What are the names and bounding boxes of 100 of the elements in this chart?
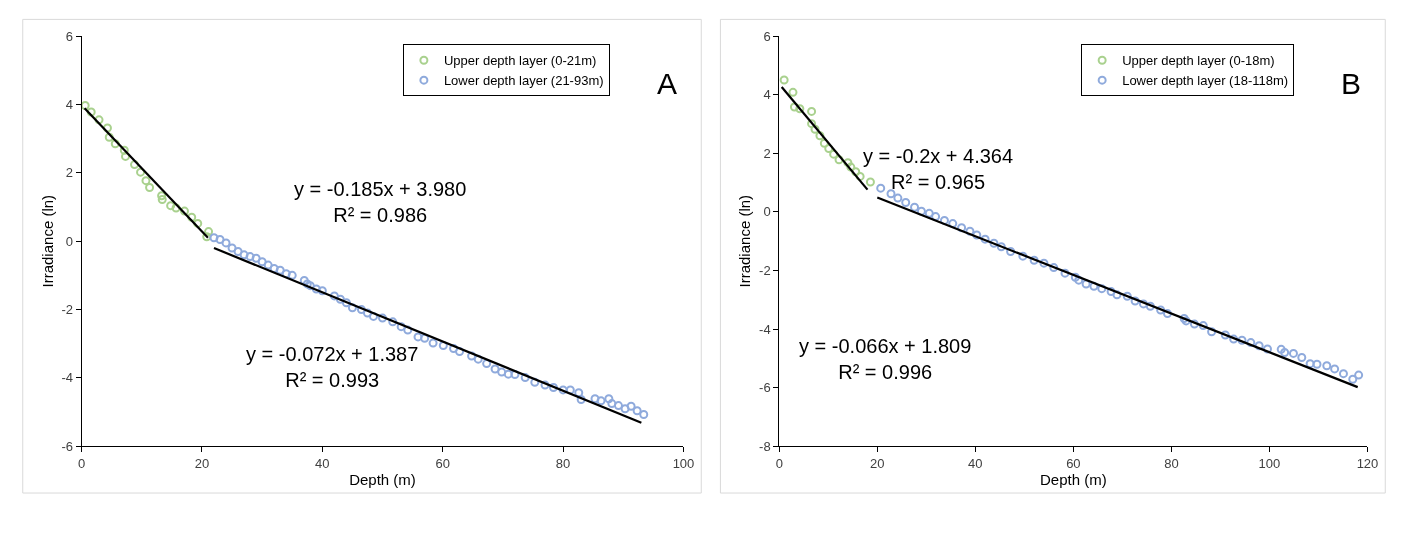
point (843, 158, 853, 168)
y-tick-label: 0 (65, 233, 73, 249)
point (855, 171, 865, 181)
point (576, 394, 586, 404)
x-tick-label: 40 (968, 455, 983, 471)
point (1312, 359, 1322, 369)
point (829, 149, 839, 159)
point (819, 138, 829, 148)
point (221, 238, 231, 248)
point (893, 193, 903, 203)
point (1297, 353, 1307, 363)
point (779, 75, 789, 85)
x-tick-label: 100 (672, 455, 695, 471)
point (520, 373, 530, 383)
y-tick-label: 4 (65, 97, 73, 112)
point (121, 151, 130, 161)
point (980, 234, 990, 244)
point (202, 232, 212, 242)
point (939, 215, 949, 225)
point (141, 176, 151, 186)
point (639, 410, 649, 420)
point (1018, 251, 1028, 261)
point (269, 264, 279, 274)
point (865, 177, 875, 187)
point (482, 359, 492, 369)
point (807, 119, 817, 129)
point (851, 167, 861, 177)
point (263, 260, 273, 270)
point (396, 322, 406, 332)
point (948, 219, 958, 229)
point (1130, 296, 1140, 306)
point (910, 202, 920, 212)
x-tick-label: 100 (1258, 455, 1281, 471)
point (110, 139, 120, 149)
point (257, 257, 267, 267)
x-tick-label: 60 (435, 455, 450, 471)
point (102, 123, 112, 133)
point (1237, 335, 1247, 345)
point (503, 369, 513, 379)
point (362, 308, 372, 318)
point (311, 284, 321, 294)
point (1207, 327, 1217, 337)
point (136, 167, 146, 177)
x-tick-label: 20 (194, 455, 210, 471)
point (1276, 344, 1286, 354)
point (965, 226, 975, 236)
point (341, 298, 351, 308)
annotation: y = -0.066x + 1.809 R² = 0.996 (799, 335, 972, 383)
point (1322, 361, 1332, 371)
point (1254, 341, 1264, 351)
point (996, 242, 1006, 252)
point (179, 206, 189, 216)
point (215, 234, 225, 244)
y-tick-label: 2 (65, 165, 73, 181)
point (989, 238, 999, 248)
point (548, 383, 558, 392)
x-tick-label: 120 (1356, 455, 1379, 471)
point (166, 201, 176, 211)
point (1081, 279, 1091, 289)
point (329, 291, 339, 301)
point (1049, 263, 1059, 273)
point (80, 100, 90, 110)
point (626, 401, 636, 411)
point (356, 305, 366, 315)
point (233, 246, 243, 256)
point (810, 124, 820, 134)
point (299, 276, 309, 285)
point (1354, 370, 1364, 380)
x-tick-label: 40 (315, 455, 330, 471)
point (1156, 305, 1166, 315)
point (931, 212, 941, 222)
point (1138, 299, 1148, 309)
point (388, 317, 398, 327)
point (209, 233, 219, 243)
point (227, 243, 237, 253)
point (886, 189, 896, 199)
point (368, 311, 378, 321)
point (565, 385, 575, 395)
point (1198, 321, 1208, 331)
point (245, 252, 255, 262)
point (287, 270, 297, 280)
point (1330, 364, 1340, 374)
point (239, 250, 249, 260)
point (620, 404, 630, 414)
point (347, 303, 357, 313)
point (876, 183, 886, 193)
point (1145, 301, 1155, 311)
point (1122, 291, 1132, 301)
point (1106, 287, 1116, 297)
point (1246, 338, 1256, 348)
y-tick-label: 4 (763, 87, 771, 103)
point (420, 333, 430, 343)
point (378, 313, 388, 323)
y-tick-label: -8 (759, 438, 771, 454)
legend-label: Lower depth layer (21-93m) (443, 73, 604, 89)
point (1029, 255, 1039, 265)
point (1220, 330, 1230, 340)
y-tick-label: -4 (61, 370, 73, 386)
point (317, 286, 327, 296)
point (187, 212, 197, 222)
